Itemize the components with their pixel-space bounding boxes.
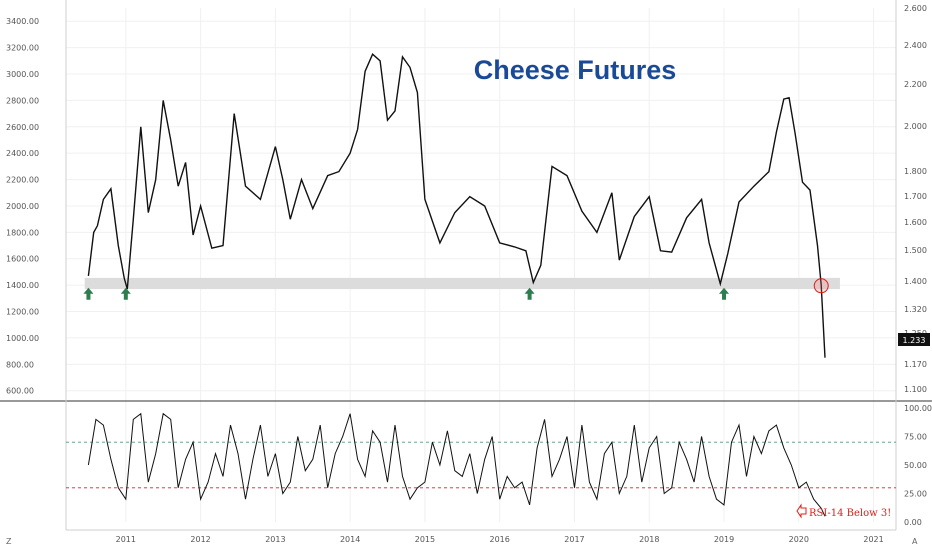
x-tick-label: 2017 (564, 535, 584, 544)
corner-left-label[interactable]: Z (6, 537, 12, 546)
x-tick-label: 2016 (490, 535, 510, 544)
y-tick-label-right: 1.600 (904, 218, 927, 227)
rsi-tick-label: 0.00 (904, 518, 922, 527)
y-tick-label-right: 1.700 (904, 192, 927, 201)
breakdown-circle-marker (813, 278, 829, 294)
rsi-tick-label: 100.00 (904, 404, 932, 413)
y-tick-label-right: 1.100 (904, 385, 927, 394)
arrow-up-icon (83, 287, 94, 300)
price-panel (83, 53, 840, 358)
rsi-annotation-text: RSI-14 Below 3! (809, 508, 891, 519)
y-tick-label-right: 1.500 (904, 246, 927, 255)
y-tick-label: 3400.00 (6, 17, 39, 26)
rsi-tick-label: 50.00 (904, 461, 927, 470)
rsi-annotation: RSI-14 Below 3! (796, 503, 891, 519)
y-tick-label: 1000.00 (6, 334, 39, 343)
y-tick-label: 1400.00 (6, 281, 39, 290)
arrow-up-icon (719, 287, 730, 300)
y-tick-label: 3200.00 (6, 44, 39, 53)
y-tick-label-right: 1.320 (904, 305, 927, 314)
y-tick-label: 1200.00 (6, 308, 39, 317)
rsi-series-line (87, 412, 826, 517)
y-tick-label: 1600.00 (6, 255, 39, 264)
y-tick-label: 3000.00 (6, 70, 39, 79)
rsi-panel (66, 412, 896, 517)
y-tick-label-right: 2.000 (904, 122, 927, 131)
y-tick-label-right: 1.170 (904, 360, 927, 369)
x-tick-label: 2018 (639, 535, 659, 544)
y-tick-label: 2800.00 (6, 96, 39, 105)
y-tick-label: 600.00 (6, 387, 34, 396)
price-series-line (87, 53, 826, 358)
support-zone (84, 277, 840, 290)
x-tick-label: 2012 (190, 535, 210, 544)
y-tick-label: 2000.00 (6, 202, 39, 211)
y-tick-label: 2200.00 (6, 176, 39, 185)
y-tick-label: 2600.00 (6, 123, 39, 132)
last-value-badge (898, 333, 930, 346)
y-tick-label-right: 2.200 (904, 80, 927, 89)
x-tick-label: 2013 (265, 535, 285, 544)
pointing-hand-icon (796, 503, 807, 519)
x-tick-label: 2014 (340, 535, 360, 544)
x-tick-label: 2020 (789, 535, 809, 544)
x-tick-label: 2021 (863, 535, 883, 544)
y-tick-label-right: 2.600 (904, 4, 927, 13)
x-tick-label: 2015 (415, 535, 435, 544)
y-tick-label-right: 1.400 (904, 277, 927, 286)
corner-right-label[interactable]: A (912, 537, 918, 546)
y-tick-label: 800.00 (6, 360, 34, 369)
x-tick-label: 2019 (714, 535, 734, 544)
rsi-tick-label: 75.00 (904, 433, 927, 442)
arrow-up-icon (524, 287, 535, 300)
grid (66, 8, 896, 522)
y-tick-label: 1800.00 (6, 228, 39, 237)
y-tick-label-right: 1.800 (904, 167, 927, 176)
rsi-tick-label: 25.00 (904, 490, 927, 499)
x-tick-label: 2011 (116, 535, 136, 544)
last-value-label: 1.233 (903, 336, 926, 345)
y-tick-label-right: 2.400 (904, 41, 927, 50)
y-tick-label: 2400.00 (6, 149, 39, 158)
arrow-up-icon (120, 287, 131, 300)
chart-title: Cheese Futures (474, 55, 677, 85)
